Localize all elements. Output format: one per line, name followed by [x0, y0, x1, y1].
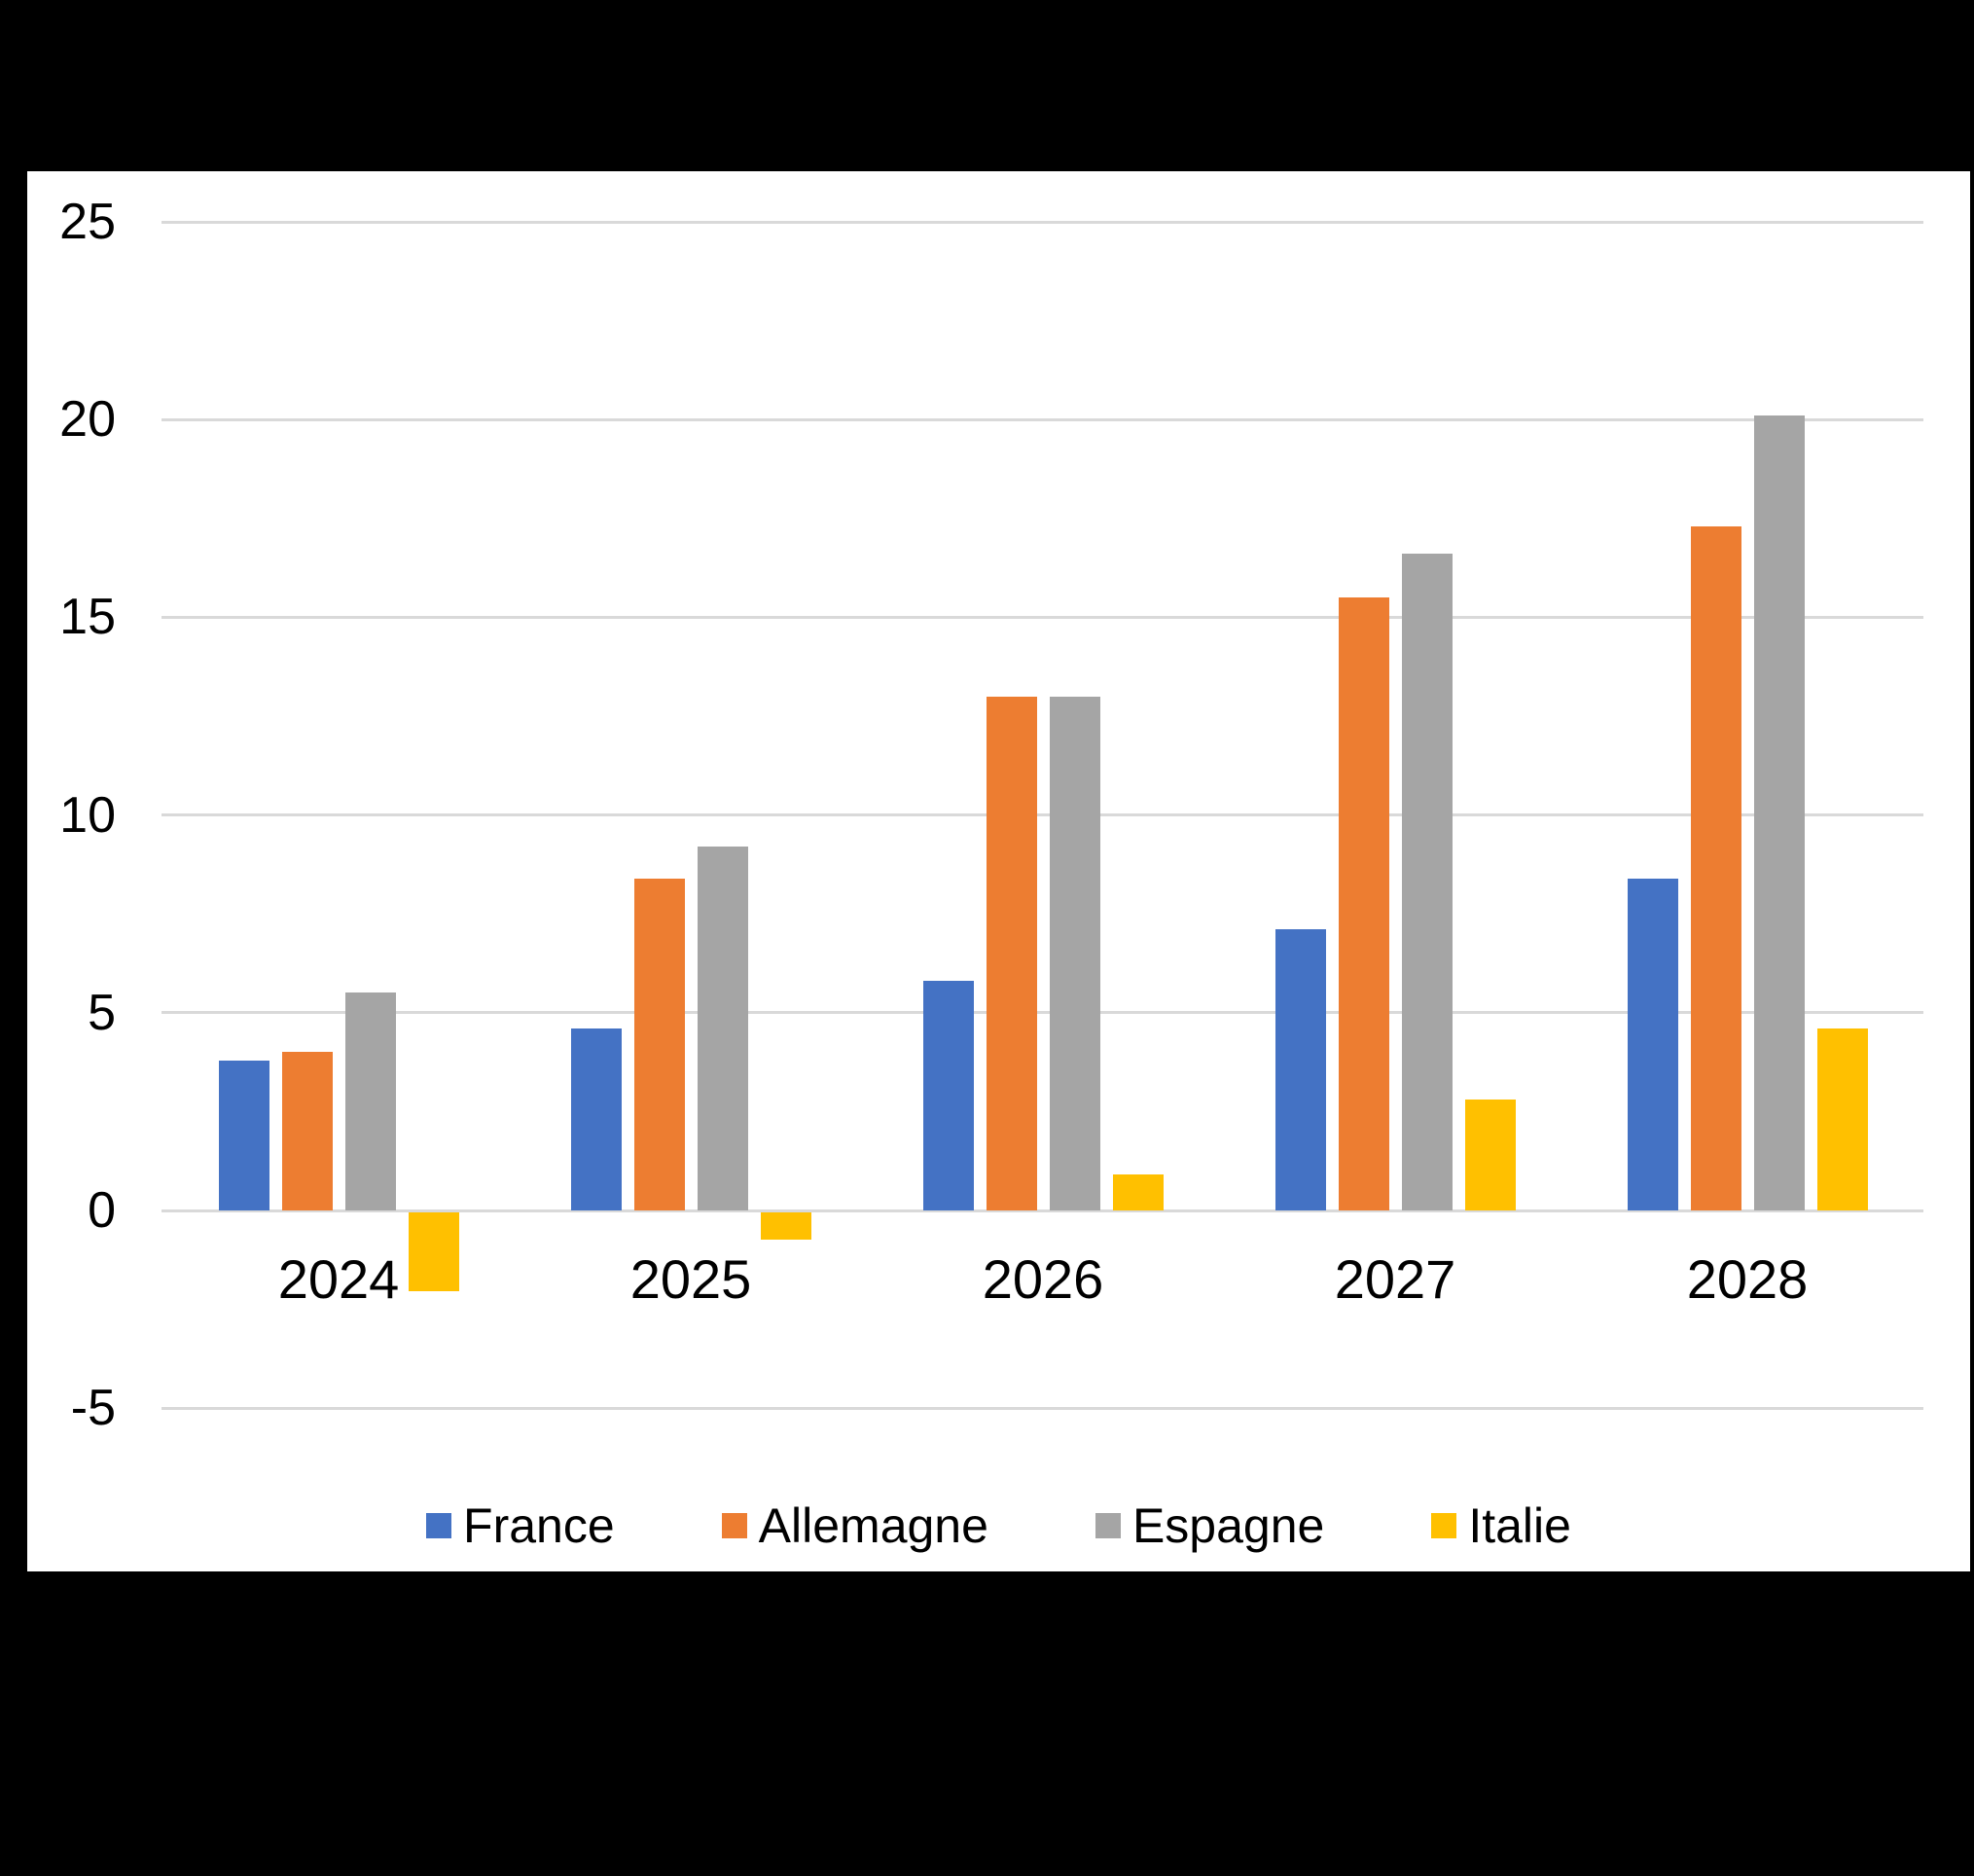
bar-espagne-2028	[1753, 415, 1805, 1210]
gridline-y-15	[162, 615, 1923, 619]
legend-item-espagne: Espagne	[1095, 1498, 1324, 1553]
y-tick-label-25: 25	[59, 194, 116, 250]
gridline-y-5	[162, 1011, 1923, 1015]
bar-allemagne-2027	[1338, 597, 1389, 1210]
bar-espagne-2026	[1049, 696, 1100, 1210]
bar-italie-2025	[760, 1211, 811, 1240]
bar-france-2028	[1627, 878, 1678, 1210]
x-tick-label-2026: 2026	[982, 1248, 1104, 1310]
legend: France Allemagne Espagne Italie	[27, 1498, 1970, 1553]
bar-italie-2028	[1816, 1028, 1868, 1210]
bar-espagne-2025	[697, 847, 748, 1210]
legend-item-italie: Italie	[1431, 1498, 1571, 1553]
bar-allemagne-2026	[986, 696, 1037, 1210]
bar-allemagne-2024	[281, 1052, 333, 1210]
legend-label-italie: Italie	[1468, 1498, 1571, 1553]
legend-label-espagne: Espagne	[1131, 1498, 1325, 1553]
chart-panel: 25 20 15 10 5 0 -5 2024 2025 2026 2027 2028 France…	[27, 171, 1970, 1571]
y-tick-label-0: 0	[88, 1182, 116, 1239]
legend-label-france: France	[463, 1498, 615, 1553]
y-tick-label--5: -5	[70, 1380, 116, 1437]
gridline-y-0	[162, 1209, 1923, 1212]
x-tick-label-2024: 2024	[277, 1248, 400, 1310]
x-tick-label-2027: 2027	[1334, 1248, 1456, 1310]
bar-france-2027	[1274, 929, 1326, 1210]
legend-label-allemagne: Allemagne	[758, 1498, 988, 1553]
legend-swatch-italie	[1431, 1513, 1457, 1538]
x-tick-label-2025: 2025	[629, 1248, 752, 1310]
x-tick-label-2028: 2028	[1686, 1248, 1809, 1310]
bar-allemagne-2028	[1690, 525, 1741, 1210]
gridline-y-20	[162, 417, 1923, 421]
bar-italie-2024	[408, 1211, 459, 1291]
gridline-y-25	[162, 220, 1923, 224]
bar-italie-2026	[1112, 1174, 1164, 1210]
legend-swatch-espagne	[1095, 1513, 1121, 1538]
bar-france-2026	[922, 981, 974, 1210]
legend-swatch-france	[426, 1513, 452, 1538]
legend-swatch-allemagne	[721, 1513, 747, 1538]
bar-france-2024	[218, 1060, 269, 1210]
bar-espagne-2024	[344, 992, 396, 1210]
y-tick-label-5: 5	[88, 984, 116, 1041]
y-tick-label-20: 20	[59, 391, 116, 449]
gridline-y--5	[162, 1406, 1923, 1410]
bar-espagne-2027	[1401, 554, 1453, 1210]
bar-allemagne-2025	[633, 878, 685, 1210]
legend-item-france: France	[426, 1498, 615, 1553]
y-tick-label-10: 10	[59, 786, 116, 844]
gridline-y-10	[162, 813, 1923, 817]
bar-france-2025	[570, 1028, 622, 1210]
legend-item-allemagne: Allemagne	[721, 1498, 988, 1553]
y-tick-label-15: 15	[59, 589, 116, 646]
bar-italie-2027	[1464, 1100, 1516, 1210]
